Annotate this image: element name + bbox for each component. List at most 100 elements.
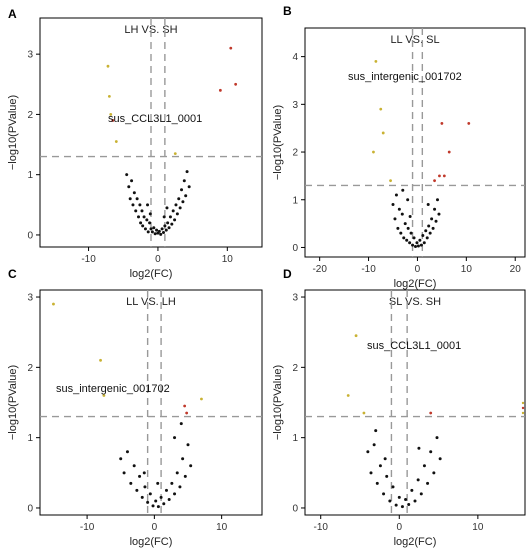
x-axis-label: log2(FC) [130, 268, 173, 280]
point-black [152, 226, 156, 230]
point-black [413, 499, 417, 503]
point-black [151, 504, 155, 508]
point-black [165, 206, 169, 210]
point-black [154, 499, 158, 503]
point-black [146, 203, 150, 207]
point-black [132, 464, 136, 468]
point-black [407, 502, 411, 506]
point-red [185, 411, 189, 415]
panel-d: D SL VS. SH -10 0 10 0 1 2 3 log2(FC) −log10(PValu… [272, 267, 526, 548]
point-black [145, 218, 149, 222]
point-yellow [114, 140, 118, 143]
x-tick-label: -10 [81, 254, 96, 265]
point-black [167, 498, 171, 502]
gene-annotation: sus_intergenic_001702 [348, 71, 462, 83]
point-black [140, 209, 144, 213]
point-black [434, 219, 438, 223]
point-black [400, 505, 404, 509]
y-tick-label: 0 [292, 503, 298, 514]
plot-frame [304, 27, 526, 258]
point-black [153, 232, 157, 236]
point-black [173, 492, 177, 496]
x-tick-label: 10 [216, 522, 228, 533]
x-tick-label: -10 [361, 264, 376, 275]
point-black [138, 203, 142, 207]
point-black [419, 243, 423, 247]
point-yellow [389, 179, 392, 183]
point-black [138, 474, 142, 478]
plot-frame [39, 289, 263, 516]
point-yellow [374, 59, 378, 63]
point-black [426, 203, 430, 207]
point-black [160, 227, 164, 231]
point-black [141, 224, 145, 228]
point-black [406, 198, 410, 202]
point-black [140, 495, 144, 499]
point-black [178, 485, 182, 489]
point-black [125, 450, 129, 454]
x-axis-label: log2(FC) [394, 278, 437, 290]
point-black [403, 222, 407, 226]
point-red [229, 46, 233, 50]
y-tick-label: 2 [27, 110, 33, 121]
y-tick-label: 0 [292, 243, 298, 254]
point-yellow [200, 397, 203, 401]
point-black [175, 471, 179, 475]
point-black [435, 198, 439, 202]
point-black [435, 436, 439, 440]
point-black [383, 457, 387, 461]
point-black [164, 488, 168, 492]
y-tick-label: 2 [27, 363, 33, 374]
point-black [399, 231, 403, 235]
point-black [182, 179, 186, 183]
x-tick-label: 10 [472, 522, 484, 533]
point-black [412, 236, 416, 240]
point-black [178, 206, 182, 210]
point-black [180, 188, 184, 192]
y-tick-label: 2 [292, 363, 298, 374]
edge-point [521, 406, 525, 410]
point-black [179, 422, 183, 426]
point-black [416, 244, 420, 248]
point-black [429, 450, 433, 454]
point-black [146, 500, 150, 504]
point-black [183, 474, 187, 478]
point-black [433, 207, 437, 211]
point-black [401, 188, 405, 192]
x-tick-label: -10 [313, 522, 328, 533]
point-yellow [379, 107, 383, 111]
x-tick-label: 0 [152, 522, 158, 533]
point-black [173, 436, 177, 440]
point-red [429, 411, 433, 415]
point-black [419, 492, 423, 496]
point-black [171, 209, 175, 213]
point-red [433, 179, 436, 183]
y-axis-label: −log10(PValue) [7, 95, 19, 170]
point-black [366, 450, 370, 454]
point-black [427, 224, 431, 228]
point-black [411, 243, 415, 247]
point-black [417, 446, 421, 450]
point-black [146, 230, 150, 234]
point-black [139, 221, 143, 225]
x-tick-label: -20 [312, 264, 327, 275]
point-black [418, 238, 422, 242]
gene-annotation: sus_CCL3L1_0001 [108, 113, 202, 125]
point-black [125, 173, 129, 177]
point-black [181, 457, 185, 461]
gene-annotation: sus_CCL3L1_0001 [367, 340, 461, 352]
point-black [142, 215, 146, 219]
point-black [394, 193, 398, 197]
point-yellow [52, 302, 55, 306]
panel-label: C [8, 267, 17, 281]
point-black [128, 197, 132, 201]
point-red [440, 122, 444, 125]
x-axis-label: log2(FC) [130, 536, 173, 548]
y-axis-label: −log10(PValue) [272, 105, 284, 180]
chart-title: LL VS. LH [126, 296, 176, 308]
plot-frame [304, 289, 526, 516]
point-red [234, 82, 238, 86]
point-black [130, 179, 134, 183]
point-yellow [346, 394, 350, 397]
